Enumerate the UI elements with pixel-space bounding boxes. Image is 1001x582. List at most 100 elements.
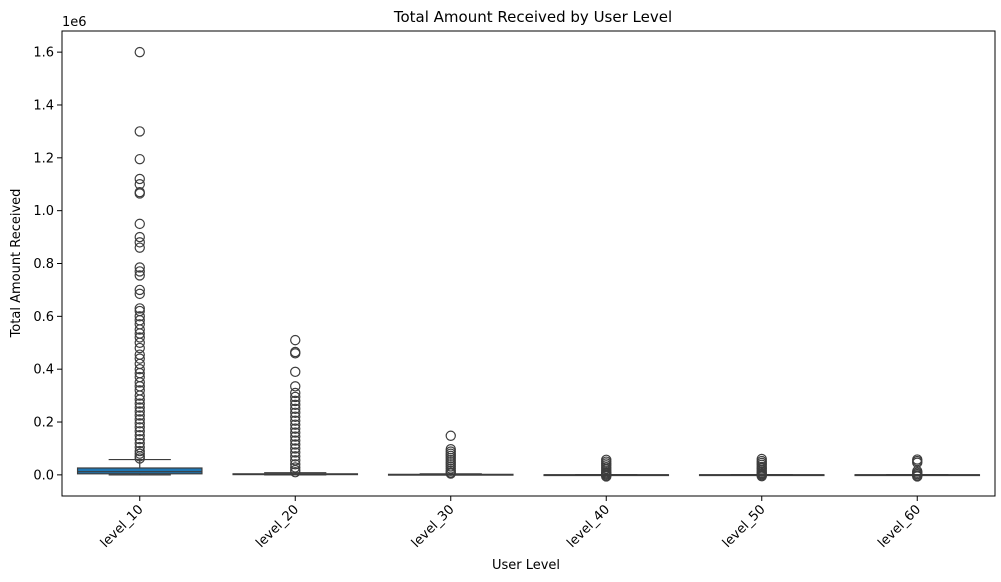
outlier-point xyxy=(134,394,145,405)
outlier-point xyxy=(290,459,301,470)
chart-title: Total Amount Received by User Level xyxy=(393,8,672,26)
outlier-point xyxy=(134,337,145,348)
outlier-point xyxy=(445,430,456,441)
box-level_10 xyxy=(76,46,203,476)
outlier-point xyxy=(290,403,301,415)
y-tick-label: 0.4 xyxy=(33,363,54,378)
outlier-point xyxy=(290,411,301,422)
outlier-point xyxy=(134,426,145,437)
y-tick-label: 1.0 xyxy=(33,204,54,219)
x-tick-label: level_10 xyxy=(98,502,147,551)
outlier-point xyxy=(290,395,301,407)
y-tick-label: 0.6 xyxy=(33,310,54,325)
outlier-point xyxy=(290,366,301,378)
outlier-point xyxy=(134,126,145,137)
plot-frame xyxy=(61,30,996,497)
outlier-point xyxy=(290,447,301,458)
box-level_50 xyxy=(698,453,825,482)
outlier-point xyxy=(601,471,612,482)
outlier-point xyxy=(445,468,456,479)
y-tick-label: 1.6 xyxy=(33,46,54,61)
y-tick-label: 1.4 xyxy=(33,98,54,113)
outlier-point xyxy=(134,231,145,243)
outlier-point xyxy=(290,381,301,392)
x-tick-label: level_30 xyxy=(409,502,458,551)
outlier-point xyxy=(290,451,301,462)
outlier-point xyxy=(134,406,145,417)
outlier-point xyxy=(134,363,145,375)
x-axis-label: User Level xyxy=(492,558,560,573)
outlier-point xyxy=(134,353,145,364)
outlier-point xyxy=(134,153,145,165)
y-tick-label: 1.2 xyxy=(33,151,54,166)
outlier-point xyxy=(134,188,145,199)
x-axis: level_10 level_20 level_30 level_40 level_50… xyxy=(98,496,924,551)
x-tick-label: level_60 xyxy=(875,502,924,551)
outlier-point xyxy=(134,448,145,459)
outlier-point xyxy=(290,467,301,478)
outlier-point xyxy=(134,262,145,273)
outlier-point xyxy=(134,398,145,409)
outlier-point xyxy=(134,414,145,425)
outlier-point xyxy=(290,431,301,442)
outlier-point xyxy=(290,427,301,438)
outlier-point xyxy=(134,358,145,370)
box-level_20 xyxy=(232,334,359,478)
outlier-point xyxy=(290,407,301,418)
outlier-point xyxy=(134,242,145,253)
outlier-point xyxy=(134,46,145,58)
outlier-point xyxy=(290,435,301,446)
outlier-point xyxy=(134,418,145,429)
outlier-point xyxy=(134,445,145,457)
y-tick-label: 0.2 xyxy=(33,416,54,431)
outlier-point xyxy=(290,348,301,359)
box-body xyxy=(76,467,203,475)
outlier-point xyxy=(290,387,301,399)
box-level_30 xyxy=(387,430,514,479)
y-axis: 0.0 0.2 0.4 0.6 0.8 1.0 1.2 1.4 1.6 xyxy=(33,46,62,483)
y-tick-label: 0.0 xyxy=(33,468,54,483)
y-tick-label: 0.8 xyxy=(33,257,54,272)
outlier-point xyxy=(290,419,301,430)
y-offset-label: 1e6 xyxy=(62,15,87,30)
outlier-point xyxy=(912,457,923,468)
outlier-point xyxy=(134,332,145,343)
outlier-point xyxy=(290,415,301,426)
outlier-point xyxy=(134,311,145,322)
outlier-point xyxy=(134,324,145,335)
y-axis-label: Total Amount Received xyxy=(9,189,24,339)
outlier-point xyxy=(134,218,145,230)
outlier-point xyxy=(134,402,145,413)
outlier-point xyxy=(134,430,145,441)
outlier-point xyxy=(134,342,145,354)
outlier-point xyxy=(134,266,145,277)
outlier-point xyxy=(134,173,145,185)
outlier-point xyxy=(290,439,301,450)
box-level_40 xyxy=(543,454,670,482)
plot-area xyxy=(76,46,981,482)
outlier-point xyxy=(134,303,145,314)
outlier-point xyxy=(134,284,145,296)
outlier-point xyxy=(134,433,145,445)
outlier-point xyxy=(134,270,145,281)
x-tick-label: level_50 xyxy=(720,502,769,551)
x-tick-label: level_20 xyxy=(253,502,302,551)
outlier-point xyxy=(290,334,301,346)
outlier-point xyxy=(756,470,767,482)
outlier-point xyxy=(290,423,301,434)
outlier-point xyxy=(912,471,923,482)
outlier-point xyxy=(134,377,145,388)
x-tick-label: level_40 xyxy=(564,502,613,551)
outlier-point xyxy=(134,422,145,433)
outlier-point xyxy=(134,453,145,464)
box-level_60 xyxy=(854,454,981,482)
outlier-point xyxy=(134,410,145,421)
outlier-point xyxy=(134,437,145,449)
outlier-point xyxy=(290,462,301,473)
outlier-point xyxy=(134,237,145,248)
outlier-point xyxy=(290,399,301,411)
outlier-point xyxy=(290,391,301,403)
outlier-point xyxy=(134,390,145,401)
outlier-point xyxy=(290,443,301,454)
outlier-point xyxy=(134,288,145,300)
